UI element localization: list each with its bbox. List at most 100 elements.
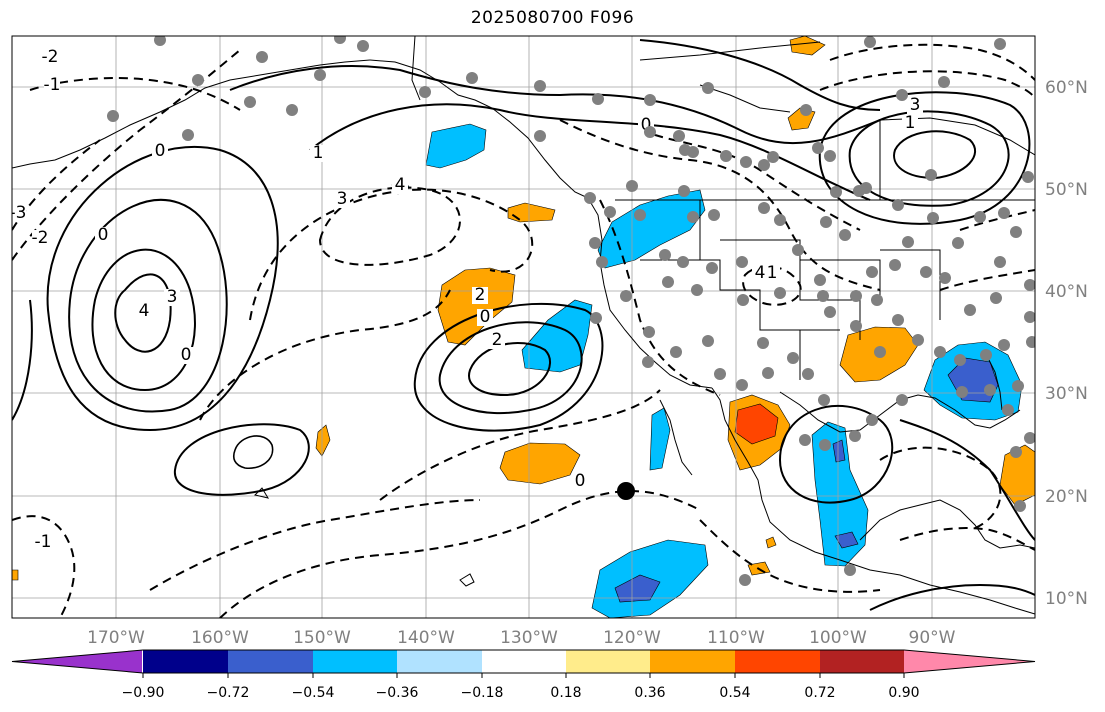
station-dot bbox=[720, 150, 732, 162]
lat-label: 10°N bbox=[1045, 589, 1088, 609]
lat-label: 50°N bbox=[1045, 180, 1088, 200]
station-dot bbox=[892, 199, 904, 211]
colorbar-segment bbox=[313, 650, 397, 673]
station-dot bbox=[817, 290, 829, 302]
station-dot bbox=[866, 414, 878, 426]
colorbar-tick-label: 0.90 bbox=[888, 685, 919, 701]
station-dot bbox=[736, 379, 748, 391]
station-dot bbox=[1024, 311, 1035, 323]
station-dots bbox=[107, 36, 1035, 586]
station-dot bbox=[708, 209, 720, 221]
station-dot bbox=[256, 51, 268, 63]
station-dot bbox=[702, 82, 714, 94]
contour-pacific-solid bbox=[173, 423, 310, 496]
station-dot bbox=[864, 36, 876, 48]
station-dot bbox=[954, 354, 966, 366]
contour-north-solid-1 bbox=[229, 65, 881, 145]
station-dot bbox=[1014, 500, 1026, 512]
station-dot bbox=[182, 129, 194, 141]
lon-label: 100°W bbox=[809, 628, 867, 648]
contour-dashed-17 bbox=[899, 527, 1035, 551]
colorbar-tick-label: 0.54 bbox=[719, 685, 750, 701]
station-dot bbox=[644, 126, 656, 138]
colorbar-tick-label: 0.36 bbox=[634, 685, 665, 701]
station-dot bbox=[334, 36, 346, 44]
station-dot bbox=[466, 72, 478, 84]
station-dot bbox=[787, 352, 799, 364]
station-dot bbox=[994, 38, 1006, 50]
shade-orange-small bbox=[315, 424, 331, 457]
station-dot bbox=[534, 130, 546, 142]
station-dot bbox=[818, 394, 830, 406]
colorbar-segment bbox=[566, 650, 650, 673]
contour-label: 0 bbox=[575, 471, 586, 491]
longitude-labels: 170°W 160°W 150°W 140°W 130°W 120°W 110°W 100°W… bbox=[87, 628, 956, 648]
black-dot-marker bbox=[617, 482, 635, 500]
station-dot bbox=[1010, 226, 1022, 238]
station-dot bbox=[792, 244, 804, 256]
station-dot bbox=[706, 262, 718, 274]
station-dot bbox=[774, 214, 786, 226]
lat-label: 40°N bbox=[1045, 282, 1088, 302]
station-dot bbox=[998, 339, 1010, 351]
lat-label: 60°N bbox=[1045, 78, 1088, 98]
shade-blue-offshore bbox=[521, 299, 593, 373]
colorbar-tick-labels: −0.90 −0.72 −0.54 −0.36 −0.18 0.18 0.36 0.54 0.7… bbox=[122, 673, 920, 701]
contour-west-high-3 bbox=[68, 199, 228, 413]
contour-dashed-2 bbox=[12, 139, 101, 231]
lat-label: 20°N bbox=[1045, 487, 1088, 507]
colorbar-segment bbox=[482, 650, 566, 673]
station-dot bbox=[850, 320, 862, 332]
station-dot bbox=[860, 182, 872, 194]
station-dot bbox=[687, 146, 699, 158]
colorbar-segment bbox=[228, 650, 313, 673]
station-dot bbox=[892, 314, 904, 326]
contour-dashed-18 bbox=[699, 519, 881, 593]
contour-north-solid-3 bbox=[639, 39, 881, 111]
station-dot bbox=[939, 272, 951, 284]
contour-dashed-8 bbox=[149, 499, 481, 591]
shade-blue-gulf bbox=[811, 421, 869, 567]
station-dot bbox=[758, 202, 770, 214]
lon-label: 170°W bbox=[87, 628, 145, 648]
station-dot bbox=[1022, 171, 1034, 183]
shade-orange-oregon bbox=[507, 202, 556, 223]
station-dot bbox=[154, 36, 166, 46]
colorbar-tick-label: −0.36 bbox=[376, 685, 419, 701]
station-dot bbox=[1002, 404, 1014, 416]
station-dot bbox=[604, 206, 616, 218]
station-dot bbox=[934, 346, 946, 358]
contour-dashed-19 bbox=[12, 515, 76, 618]
station-dot bbox=[1026, 336, 1035, 348]
contour-label: 4 bbox=[395, 175, 406, 195]
colorbar-tick-label: −0.54 bbox=[292, 685, 335, 701]
station-dot bbox=[626, 180, 638, 192]
contour-dashed-16 bbox=[879, 446, 1002, 531]
contour-label: -1 bbox=[35, 532, 52, 552]
colorbar-segment bbox=[650, 650, 735, 673]
colorbar-segment bbox=[820, 650, 904, 673]
station-dot bbox=[964, 304, 976, 316]
contour-west-high-1 bbox=[114, 273, 172, 353]
station-dot bbox=[659, 249, 671, 261]
shade-orange-canada bbox=[789, 36, 826, 56]
contour-dashed-5 bbox=[318, 186, 461, 266]
station-dot bbox=[849, 430, 861, 442]
colorbar-segment bbox=[143, 650, 228, 673]
station-dot bbox=[980, 349, 992, 361]
contour-dashed-1 bbox=[12, 49, 241, 261]
contour-label: -1 bbox=[44, 75, 61, 95]
colorbar-segment bbox=[735, 650, 820, 673]
colorbar-tick-label: −0.72 bbox=[207, 685, 250, 701]
station-dot bbox=[799, 434, 811, 446]
shade-orange-subtropics bbox=[499, 442, 581, 485]
station-dot bbox=[286, 104, 298, 116]
latitude-labels: 60°N 50°N 40°N 30°N 20°N 10°N bbox=[1045, 78, 1088, 609]
station-dot bbox=[844, 564, 856, 576]
station-dot bbox=[691, 284, 703, 296]
contour-gulf-solid bbox=[778, 404, 894, 504]
contour-label: 2 bbox=[492, 330, 503, 350]
station-dot bbox=[802, 368, 814, 380]
contour-pacific-small bbox=[232, 435, 274, 470]
